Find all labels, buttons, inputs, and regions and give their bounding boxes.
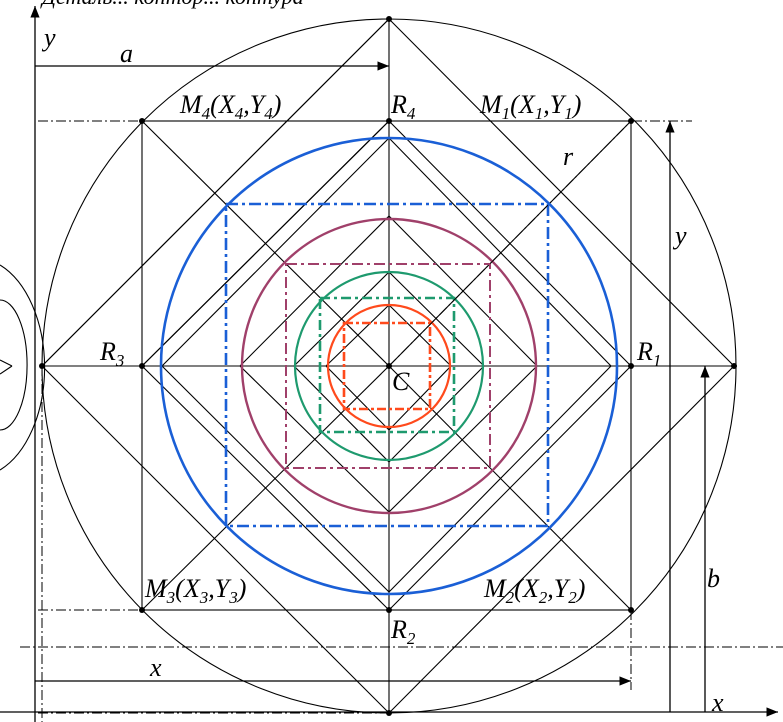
r4-label: R4 <box>390 90 416 123</box>
b-label: b <box>707 564 720 593</box>
a-label: a <box>120 39 133 68</box>
r3-label: R3 <box>99 337 124 370</box>
purple-circle <box>240 217 538 515</box>
point-left <box>39 363 45 369</box>
point-r2 <box>386 607 392 613</box>
green-square <box>318 296 456 434</box>
diamond-5 <box>293 271 485 463</box>
blue-circle <box>159 136 619 596</box>
purple-square <box>285 263 491 469</box>
point-bottom <box>386 710 392 716</box>
r-label: r <box>563 142 574 171</box>
point-m4 <box>139 118 145 124</box>
r1-label: R1 <box>636 337 661 370</box>
m2-label: M2(X2,Y2) <box>483 574 585 607</box>
point-m3 <box>139 607 145 613</box>
x-axis-label: x <box>711 688 724 717</box>
point-m1 <box>628 118 634 124</box>
green-circle <box>293 270 485 462</box>
left-partial-circle-inner <box>0 299 28 431</box>
center-label: C <box>392 367 410 396</box>
orange-circle <box>326 303 452 429</box>
diagonal-inner-4 <box>141 120 390 367</box>
m1-label: M1(X1,Y1) <box>479 90 581 123</box>
blue-square <box>224 202 550 528</box>
point-r3 <box>139 363 145 369</box>
points <box>39 16 737 716</box>
left-fragment-line-1 <box>0 359 13 367</box>
y-dim-label: y <box>672 221 687 250</box>
point-center <box>386 363 392 369</box>
orange-square <box>342 321 432 411</box>
point-r4 <box>386 118 392 124</box>
point-right <box>731 363 737 369</box>
radius-line <box>388 120 632 367</box>
diamond-3 <box>161 137 612 593</box>
point-r1 <box>628 363 634 369</box>
left-partial-circle <box>0 264 46 471</box>
diagonal-ul <box>41 18 390 367</box>
m4-label: M4(X4,Y4) <box>179 90 281 123</box>
point-top <box>386 16 392 22</box>
m3-label: M3(X3,Y3) <box>144 574 246 607</box>
left-fragment-line-2 <box>0 365 13 375</box>
r2-label: R2 <box>390 615 416 648</box>
x-dim-label: x <box>149 653 162 682</box>
top-caption: Деталь... контор... контура <box>40 0 304 9</box>
point-m2 <box>628 607 634 613</box>
diagonal-inner-2 <box>141 365 390 611</box>
y-axis-label: y <box>41 23 56 52</box>
